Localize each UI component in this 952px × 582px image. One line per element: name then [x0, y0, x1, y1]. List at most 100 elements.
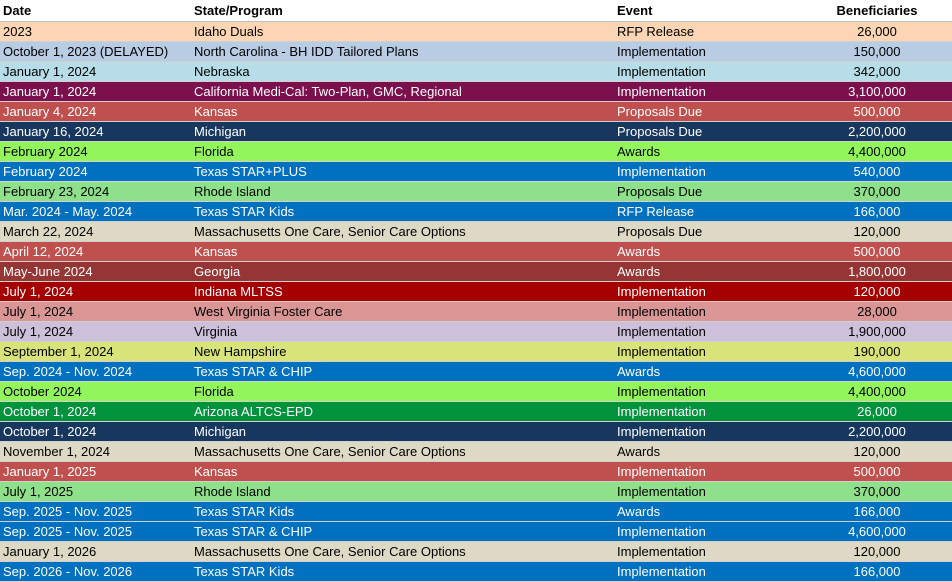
event-cell[interactable]: Awards	[617, 444, 661, 459]
program-cell[interactable]: Idaho Duals	[194, 24, 264, 39]
date-cell[interactable]: February 2024	[3, 164, 88, 179]
beneficiaries-cell[interactable]: 500,000	[853, 244, 901, 259]
event-cell[interactable]: Implementation	[617, 404, 706, 419]
event-cell[interactable]: Proposals Due	[617, 224, 703, 239]
event-cell[interactable]: Implementation	[617, 44, 706, 59]
program-cell[interactable]: Michigan	[194, 124, 247, 139]
event-cell[interactable]: Implementation	[617, 464, 706, 479]
beneficiaries-cell[interactable]: 500,000	[853, 464, 901, 479]
event-cell[interactable]: Implementation	[617, 564, 706, 579]
program-cell[interactable]: Florida	[194, 144, 234, 159]
table-row[interactable]: January 1, 2024 Nebraska Implementation 342…	[0, 62, 952, 82]
event-cell[interactable]: Implementation	[617, 384, 706, 399]
date-cell[interactable]: Sep. 2026 - Nov. 2026	[3, 564, 133, 579]
program-cell[interactable]: Texas STAR Kids	[194, 504, 295, 519]
table-row[interactable]: Sep. 2026 - Nov. 2026 Texas STAR Kids Impl…	[0, 562, 952, 582]
program-cell[interactable]: Massachusetts One Care, Senior Care Opti…	[194, 224, 466, 239]
date-cell[interactable]: October 1, 2024	[3, 404, 97, 419]
table-row[interactable]: February 2024 Florida Awards 4,400,000	[0, 142, 952, 162]
date-cell[interactable]: Sep. 2024 - Nov. 2024	[3, 364, 133, 379]
column-header-program[interactable]: State/Program	[194, 3, 283, 18]
event-cell[interactable]: Awards	[617, 244, 661, 259]
table-row[interactable]: September 1, 2024 New Hampshire Implementa…	[0, 342, 952, 362]
event-cell[interactable]: Implementation	[617, 164, 706, 179]
event-cell[interactable]: Implementation	[617, 344, 706, 359]
beneficiaries-cell[interactable]: 4,400,000	[848, 384, 906, 399]
table-row[interactable]: October 1, 2024 Arizona ALTCS-EPD Implemen…	[0, 402, 952, 422]
event-cell[interactable]: Awards	[617, 264, 661, 279]
program-cell[interactable]: North Carolina - BH IDD Tailored Plans	[194, 44, 419, 59]
event-cell[interactable]: Implementation	[617, 64, 706, 79]
table-row[interactable]: Mar. 2024 - May. 2024 Texas STAR Kids RFP …	[0, 202, 952, 222]
date-cell[interactable]: Sep. 2025 - Nov. 2025	[3, 524, 133, 539]
date-cell[interactable]: October 2024	[3, 384, 82, 399]
program-cell[interactable]: Georgia	[194, 264, 241, 279]
program-cell[interactable]: Indiana MLTSS	[194, 284, 283, 299]
event-cell[interactable]: Implementation	[617, 484, 706, 499]
table-row[interactable]: October 1, 2024 Michigan Implementation 2,2…	[0, 422, 952, 442]
program-cell[interactable]: Rhode Island	[194, 484, 271, 499]
date-cell[interactable]: January 1, 2024	[3, 84, 97, 99]
beneficiaries-cell[interactable]: 26,000	[857, 404, 897, 419]
event-cell[interactable]: RFP Release	[617, 204, 695, 219]
date-cell[interactable]: March 22, 2024	[3, 224, 94, 239]
program-cell[interactable]: Rhode Island	[194, 184, 271, 199]
date-cell[interactable]: July 1, 2025	[3, 484, 74, 499]
event-cell[interactable]: Implementation	[617, 544, 706, 559]
beneficiaries-cell[interactable]: 166,000	[853, 504, 901, 519]
beneficiaries-cell[interactable]: 2,200,000	[848, 424, 906, 439]
beneficiaries-cell[interactable]: 4,400,000	[848, 144, 906, 159]
table-row[interactable]: March 22, 2024 Massachusetts One Care, Se…	[0, 222, 952, 242]
table-row[interactable]: July 1, 2024 West Virginia Foster Care Imp…	[0, 302, 952, 322]
table-row[interactable]: 2023 Idaho Duals RFP Release 26,000	[0, 22, 952, 42]
program-cell[interactable]: Massachusetts One Care, Senior Care Opti…	[194, 444, 466, 459]
program-cell[interactable]: Texas STAR Kids	[194, 564, 295, 579]
date-cell[interactable]: 2023	[3, 24, 32, 39]
beneficiaries-cell[interactable]: 150,000	[853, 44, 901, 59]
beneficiaries-cell[interactable]: 1,900,000	[848, 324, 906, 339]
date-cell[interactable]: January 1, 2025	[3, 464, 97, 479]
program-cell[interactable]: Texas STAR & CHIP	[194, 524, 313, 539]
event-cell[interactable]: Proposals Due	[617, 104, 703, 119]
table-row[interactable]: January 1, 2024 California Medi-Cal: Two-…	[0, 82, 952, 102]
event-cell[interactable]: RFP Release	[617, 24, 695, 39]
table-row[interactable]: February 2024 Texas STAR+PLUS Implementati…	[0, 162, 952, 182]
beneficiaries-cell[interactable]: 190,000	[853, 344, 901, 359]
date-cell[interactable]: January 1, 2024	[3, 64, 97, 79]
date-cell[interactable]: October 1, 2023 (DELAYED)	[3, 44, 169, 59]
column-header-date[interactable]: Date	[3, 3, 32, 18]
program-cell[interactable]: New Hampshire	[194, 344, 287, 359]
program-cell[interactable]: Michigan	[194, 424, 247, 439]
event-cell[interactable]: Awards	[617, 504, 661, 519]
event-cell[interactable]: Awards	[617, 144, 661, 159]
table-row[interactable]: October 2024 Florida Implementation 4,400,0…	[0, 382, 952, 402]
program-cell[interactable]: Arizona ALTCS-EPD	[194, 404, 313, 419]
event-cell[interactable]: Implementation	[617, 84, 706, 99]
event-cell[interactable]: Implementation	[617, 284, 706, 299]
table-row[interactable]: May-June 2024 Georgia Awards 1,800,000	[0, 262, 952, 282]
program-cell[interactable]: Kansas	[194, 244, 238, 259]
beneficiaries-cell[interactable]: 120,000	[853, 284, 901, 299]
event-cell[interactable]: Implementation	[617, 524, 706, 539]
table-row[interactable]: Sep. 2025 - Nov. 2025 Texas STAR Kids Awar…	[0, 502, 952, 522]
beneficiaries-cell[interactable]: 26,000	[857, 24, 897, 39]
beneficiaries-cell[interactable]: 3,100,000	[848, 84, 906, 99]
program-cell[interactable]: West Virginia Foster Care	[194, 304, 343, 319]
table-row[interactable]: January 16, 2024 Michigan Proposals Due 2,2…	[0, 122, 952, 142]
date-cell[interactable]: July 1, 2024	[3, 284, 74, 299]
date-cell[interactable]: January 4, 2024	[3, 104, 97, 119]
event-cell[interactable]: Awards	[617, 364, 661, 379]
table-row[interactable]: July 1, 2025 Rhode Island Implementation 37…	[0, 482, 952, 502]
beneficiaries-cell[interactable]: 166,000	[853, 204, 901, 219]
date-cell[interactable]: July 1, 2024	[3, 304, 74, 319]
program-cell[interactable]: Kansas	[194, 464, 238, 479]
table-row[interactable]: July 1, 2024 Indiana MLTSS Implementation 1…	[0, 282, 952, 302]
date-cell[interactable]: October 1, 2024	[3, 424, 97, 439]
event-cell[interactable]: Proposals Due	[617, 124, 703, 139]
date-cell[interactable]: February 23, 2024	[3, 184, 110, 199]
date-cell[interactable]: January 16, 2024	[3, 124, 104, 139]
beneficiaries-cell[interactable]: 28,000	[857, 304, 897, 319]
program-cell[interactable]: Kansas	[194, 104, 238, 119]
date-cell[interactable]: September 1, 2024	[3, 344, 114, 359]
date-cell[interactable]: Mar. 2024 - May. 2024	[3, 204, 133, 219]
